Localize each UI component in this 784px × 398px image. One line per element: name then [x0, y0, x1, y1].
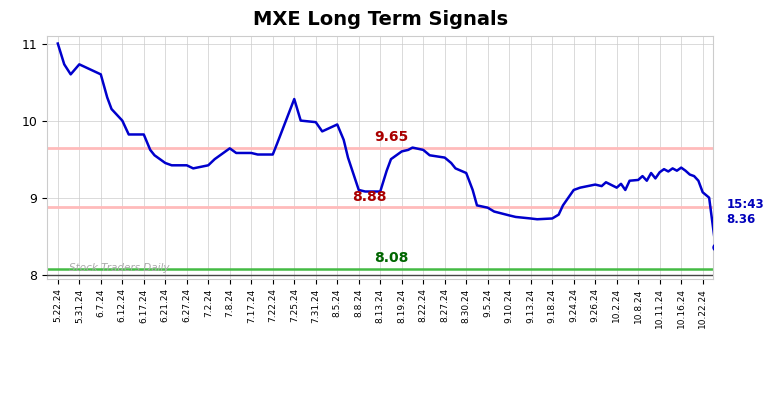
- Text: 8.08: 8.08: [374, 251, 408, 265]
- Text: 8.88: 8.88: [352, 190, 387, 204]
- Text: 9.65: 9.65: [374, 131, 408, 144]
- Title: MXE Long Term Signals: MXE Long Term Signals: [252, 10, 508, 29]
- Text: Stock Traders Daily: Stock Traders Daily: [68, 263, 169, 273]
- Text: 15:43
8.36: 15:43 8.36: [726, 198, 764, 226]
